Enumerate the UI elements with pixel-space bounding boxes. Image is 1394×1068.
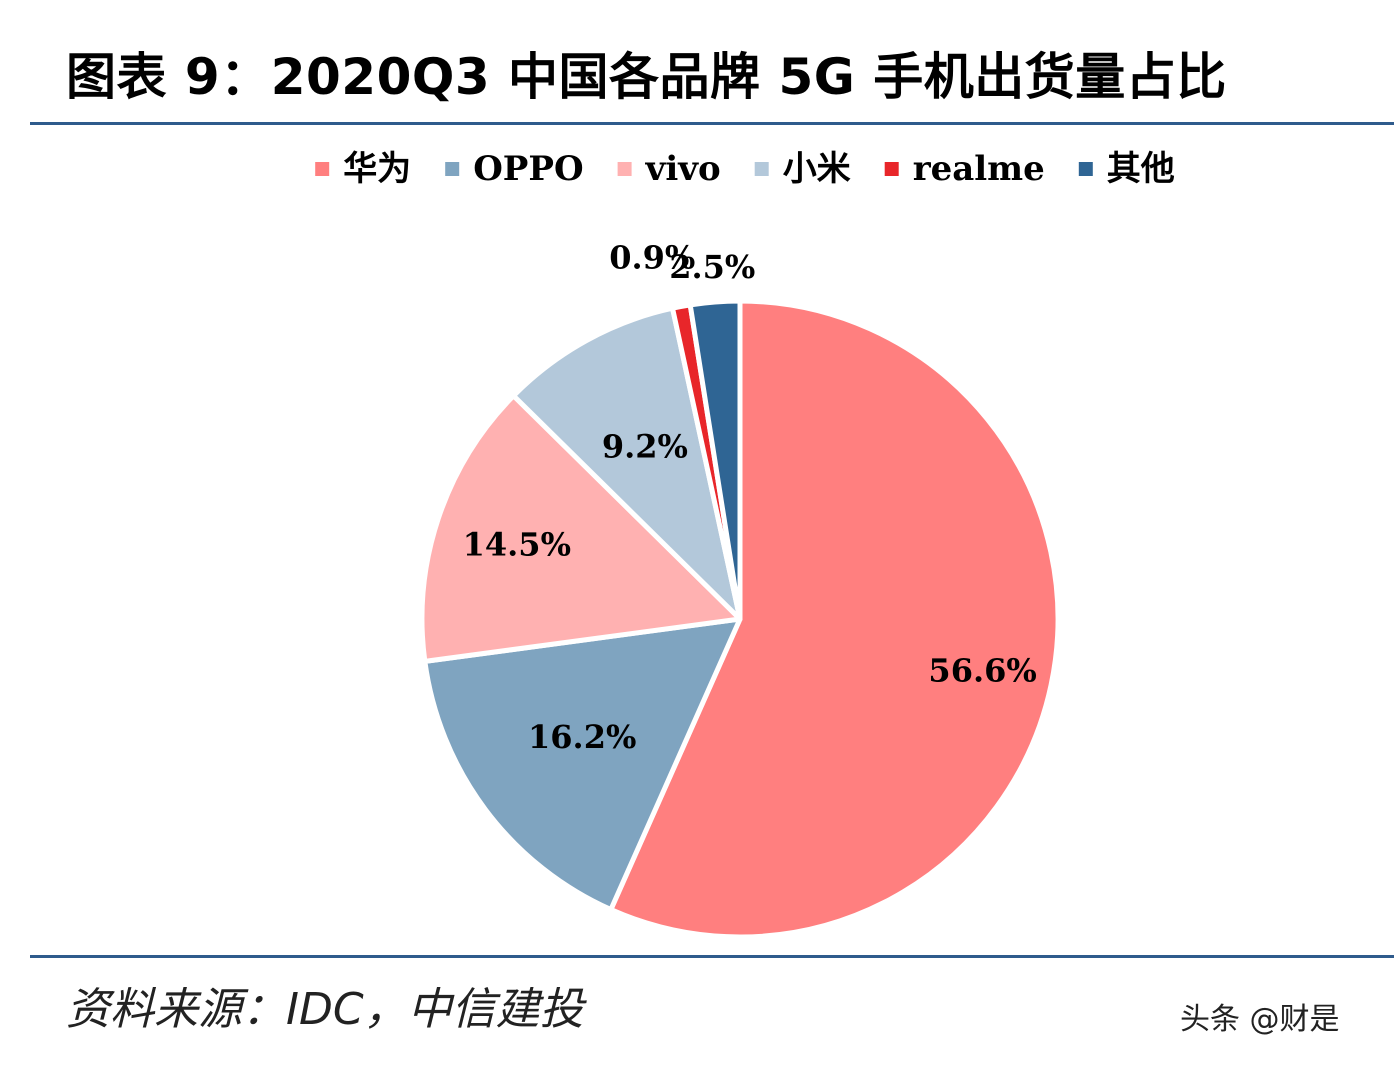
legend-label-4: 小米 [783,149,851,189]
pie-slice-4 [511,305,743,622]
pie-slice-3 [419,393,743,664]
data-label-4: 9.2% [602,427,688,465]
legend-swatch-1 [315,162,330,176]
legend-label-3: vivo [645,149,721,189]
legend: 华为 OPPO vivo 小米 realme 其他 [315,149,1175,189]
data-label-6: 2.5% [669,248,755,286]
legend-label-5: realme [913,149,1045,189]
watermark: 头条 @财是 [1180,1002,1340,1037]
data-label-2: 16.2% [528,718,636,756]
top-divider [30,122,1394,125]
data-label-5: 0.9% [609,238,695,276]
legend-label-1: 华为 [343,149,411,189]
source-note: 资料来源：IDC，中信建投 [66,984,584,1035]
legend-swatch-4 [754,162,769,176]
bottom-divider [30,955,1394,958]
pie-slice-6 [687,298,743,622]
legend-swatch-6 [1078,162,1093,176]
pie-slice-2 [422,616,743,913]
chart-title: 图表 9：2020Q3 中国各品牌 5G 手机出货量占比 [66,48,1227,106]
legend-swatch-2 [445,162,460,176]
pie-slices [419,298,1061,940]
legend-label-2: OPPO [473,149,583,189]
legend-label-6: 其他 [1107,149,1175,189]
legend-swatch-3 [617,162,632,176]
legend-swatch-5 [884,162,899,176]
data-label-3: 14.5% [463,526,571,564]
data-labels: 56.6% 16.2% 14.5% 9.2% 0.9%2.5% [463,238,1037,756]
pie-slice-1 [608,298,1061,940]
data-label-1: 56.6% [928,652,1036,690]
